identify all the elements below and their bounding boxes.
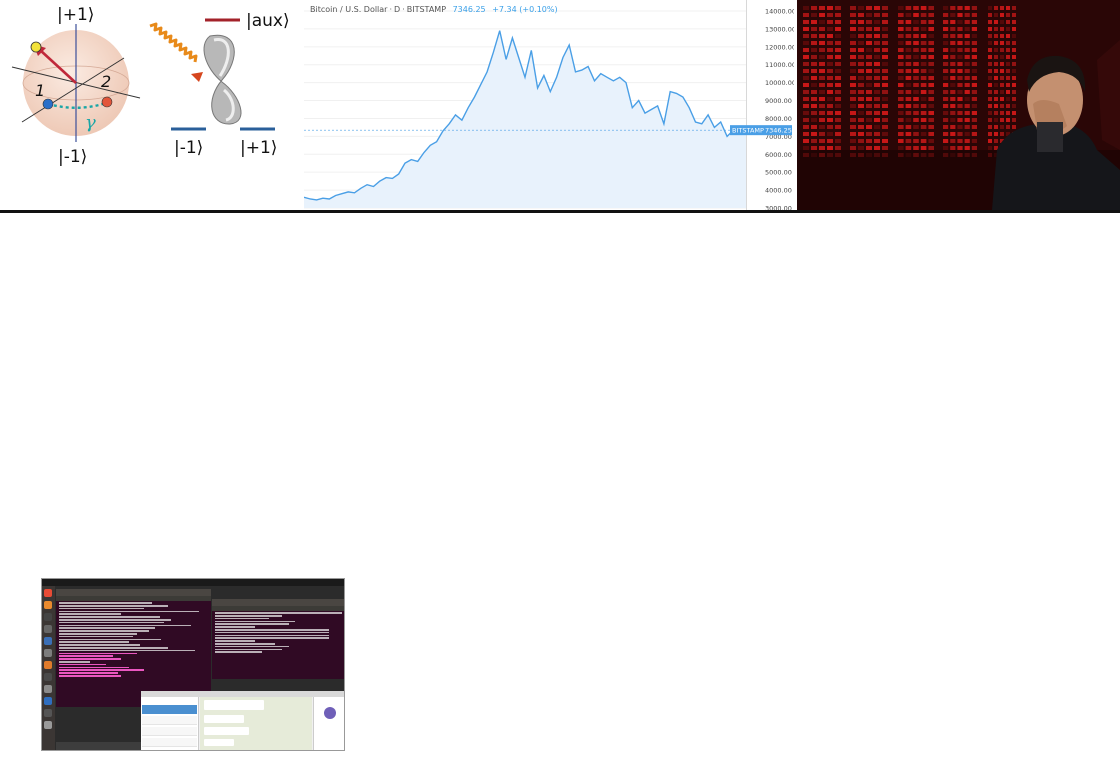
ket-aux: |aux⟩ [246,11,290,31]
twisted-ribbon [203,34,242,125]
chart-change: +7.34 (+0.10%) [492,5,558,14]
image-strip: |+1⟩ |-1⟩ 1 2 γ |aux⟩ |-1⟩ |+1⟩ Bitcoin … [0,0,1120,211]
last-price-tag-label: BITSTAMP [732,126,764,134]
state-point-blue [42,98,54,110]
quantum-diagram-panel: |+1⟩ |-1⟩ 1 2 γ |aux⟩ |-1⟩ |+1⟩ [0,0,300,210]
state-vector-arrow [39,49,77,84]
desktop-dock [42,586,55,750]
y-tick-label: 12000.00 [765,43,794,51]
person-jacket [992,122,1120,210]
state-point-orange [101,96,113,108]
chart-pair: Bitcoin / U.S. Dollar [310,5,388,14]
person-hair [1027,55,1086,92]
axis-line-b [21,57,125,123]
ket-plus-one-top: |+1⟩ [57,5,94,25]
stock-market-photo [797,0,1120,210]
stock-screen-photo [797,0,1120,210]
y-tick-label: 11000.00 [765,61,794,69]
chart-interval: D [394,5,401,14]
ket-minus-one-bottom: |-1⟩ [58,147,87,167]
desktop-top-bar [42,579,344,586]
quantum-diagram: |+1⟩ |-1⟩ 1 2 γ |aux⟩ |-1⟩ |+1⟩ [11,5,290,167]
photon-wave [149,22,198,63]
label-one: 1 [35,81,45,100]
y-tick-label: 4000.00 [765,187,792,195]
label-gamma: γ [85,112,96,133]
chart-last-price: 7346.25 [452,5,486,14]
terminal-window-right [212,599,344,679]
price-line [304,30,747,201]
y-tick-label: 13000.00 [765,25,794,33]
y-tick-label: 9000.00 [765,97,792,105]
y-tick-label: 6000.00 [765,151,792,159]
bitcoin-chart-panel: Bitcoin / U.S. Dollar · D · BITSTAMP 7346.25… [304,0,794,210]
group-avatar [324,707,336,719]
y-tick-label: 14000.00 [765,8,794,16]
y-tick-label: 10000.00 [765,79,794,87]
last-price-tag: BITSTAMP 7346.25 [730,125,792,136]
terminal-window-left [56,589,211,707]
bitcoin-chart: 14000.00 13000.00 12000.00 11000.00 10000.00… [304,0,794,210]
desktop-screenshot-thumbnail [41,578,345,751]
chart-header: Bitcoin / U.S. Dollar · D · BITSTAMP 7346.25… [310,5,558,14]
divider-line [0,210,1120,213]
ket-minus-one-level: |-1⟩ [174,138,203,158]
telegram-chat-area [200,697,312,750]
chart-exchange: BITSTAMP [406,5,447,14]
price-area-fill [304,30,746,209]
telegram-info-panel [313,697,344,750]
label-two: 2 [101,72,111,91]
y-tick-label: 3000.00 [765,205,792,211]
desktop-taskbar-item [56,742,141,750]
y-tick-label: 8000.00 [765,115,792,123]
telegram-window [141,691,344,750]
telegram-chat-list [141,697,199,750]
y-tick-label: 7000.00 [765,133,792,141]
last-price-tag-value: 7346.25 [765,126,792,134]
state-point-yellow [30,41,42,53]
y-tick-label: 5000.00 [765,169,792,177]
ket-plus-one-level: |+1⟩ [240,138,277,158]
